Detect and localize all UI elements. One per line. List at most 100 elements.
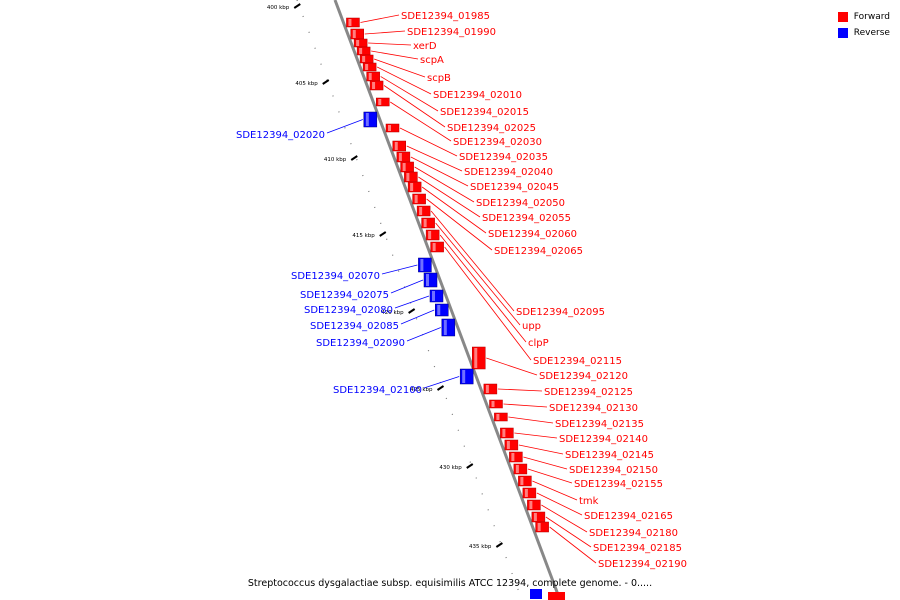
gene-highlight [352, 30, 356, 38]
forward-gene [548, 592, 565, 600]
gene-highlight [372, 82, 376, 89]
legend: Forward Reverse [837, 9, 890, 41]
tick-label: 410 kbp [324, 157, 347, 163]
forward-gene [509, 451, 523, 463]
gene-highlight [462, 370, 466, 383]
forward-gene-connector [545, 516, 592, 548]
gene-highlight [423, 219, 427, 227]
forward-gene-label: SDE12394_02145 [565, 450, 654, 461]
forward-gene-label: SDE12394_02190 [598, 559, 687, 570]
forward-gene-connector [426, 198, 493, 251]
legend-label-forward: Forward [853, 12, 890, 22]
forward-gene [356, 46, 371, 56]
forward-gene-label: SDE12394_02120 [539, 371, 628, 382]
reverse-gene-connector [394, 295, 430, 309]
forward-gene-label: SDE12394_02130 [549, 403, 638, 414]
reverse-gene [423, 272, 438, 288]
gene-highlight [524, 489, 528, 497]
forward-gene-connector [399, 127, 458, 157]
forward-gene [430, 241, 444, 253]
gene-highlight [515, 465, 519, 473]
tick-label: 425 kbp [410, 387, 433, 393]
reverse-gene-label: SDE12394_02070 [291, 271, 380, 282]
tick-label: 415 kbp [352, 233, 375, 239]
forward-gene [366, 71, 380, 82]
tick-mark [379, 231, 387, 237]
forward-gene-connector [360, 14, 400, 23]
gene-highlight [398, 153, 402, 161]
reverse-gene [459, 368, 474, 385]
forward-gene-label: SDE12394_02140 [559, 434, 648, 445]
forward-gene [369, 80, 384, 91]
forward-swatch [837, 12, 848, 22]
forward-gene [527, 499, 541, 511]
forward-gene-connector [380, 76, 439, 112]
forward-gene-label: SDE12394_02125 [544, 387, 633, 398]
tick-mark [350, 155, 358, 161]
gene-highlight [529, 501, 533, 509]
gene-highlight [368, 73, 372, 80]
gene-highlight [359, 48, 363, 54]
forward-gene-label: SDE12394_02115 [533, 356, 622, 367]
forward-gene-label: upp [522, 321, 541, 332]
forward-gene-label: SDE12394_02155 [574, 479, 663, 490]
gene-highlight [443, 320, 447, 335]
forward-gene [350, 28, 364, 40]
forward-gene-label: SDE12394_02095 [516, 307, 605, 318]
forward-gene-label: xerD [413, 41, 437, 52]
gene-highlight [474, 348, 478, 368]
gene-highlight [437, 305, 441, 315]
gene-highlight [365, 113, 369, 126]
forward-gene-connector [383, 85, 446, 128]
forward-gene-label: scpA [420, 55, 444, 66]
tick-mark [408, 308, 416, 314]
forward-gene [500, 427, 514, 439]
forward-gene-label: SDE12394_02165 [584, 511, 673, 522]
forward-gene [385, 123, 400, 133]
forward-gene [421, 217, 435, 229]
forward-gene-label: clpP [528, 338, 549, 349]
reverse-gene-connector [406, 327, 441, 342]
genome-caption: Streptococcus dysgalactiae subsp. equisi… [247, 578, 653, 589]
forward-gene-connector [541, 504, 588, 533]
forward-gene-label: SDE12394_02135 [555, 419, 644, 430]
forward-gene [425, 229, 440, 241]
tick-label: 420 kbp [381, 310, 404, 316]
forward-gene [353, 38, 368, 48]
reverse-swatch [837, 28, 848, 38]
reverse-gene-connector [400, 309, 435, 325]
reverse-gene [435, 303, 449, 317]
forward-gene-label: SDE12394_02185 [593, 543, 682, 554]
gene-highlight [491, 401, 495, 407]
forward-gene-connector [414, 166, 475, 203]
forward-gene [472, 346, 486, 370]
reverse-gene [530, 589, 542, 599]
forward-gene-connector [503, 403, 548, 408]
forward-gene [412, 193, 426, 205]
forward-gene-label: SDE12394_02180 [589, 528, 678, 539]
forward-gene [396, 151, 411, 163]
forward-gene-connector [514, 432, 558, 439]
gene-highlight [410, 183, 414, 191]
forward-gene-connector [371, 50, 419, 60]
gene-highlight [496, 414, 500, 420]
gene-highlight [432, 291, 435, 301]
forward-gene-label: SDE12394_02035 [459, 152, 548, 163]
genome-backbone [333, 0, 562, 600]
reverse-gene [429, 289, 444, 303]
gene-highlight [402, 163, 406, 171]
legend-label-reverse: Reverse [853, 28, 890, 38]
forward-gene [522, 487, 537, 499]
reverse-gene-label: SDE12394_02080 [304, 305, 393, 316]
reverse-gene-connector [381, 264, 418, 275]
forward-gene-connector [536, 492, 583, 516]
forward-gene [362, 62, 377, 72]
gene-highlight [537, 523, 541, 531]
reverse-gene-label: SDE12394_02085 [310, 321, 399, 332]
gene-highlight [520, 477, 524, 485]
forward-gene [504, 439, 519, 451]
forward-gene-connector [518, 444, 564, 455]
forward-gene-label: SDE12394_01985 [401, 11, 490, 22]
gene-highlight [365, 64, 369, 70]
forward-gene-connector [364, 30, 406, 35]
